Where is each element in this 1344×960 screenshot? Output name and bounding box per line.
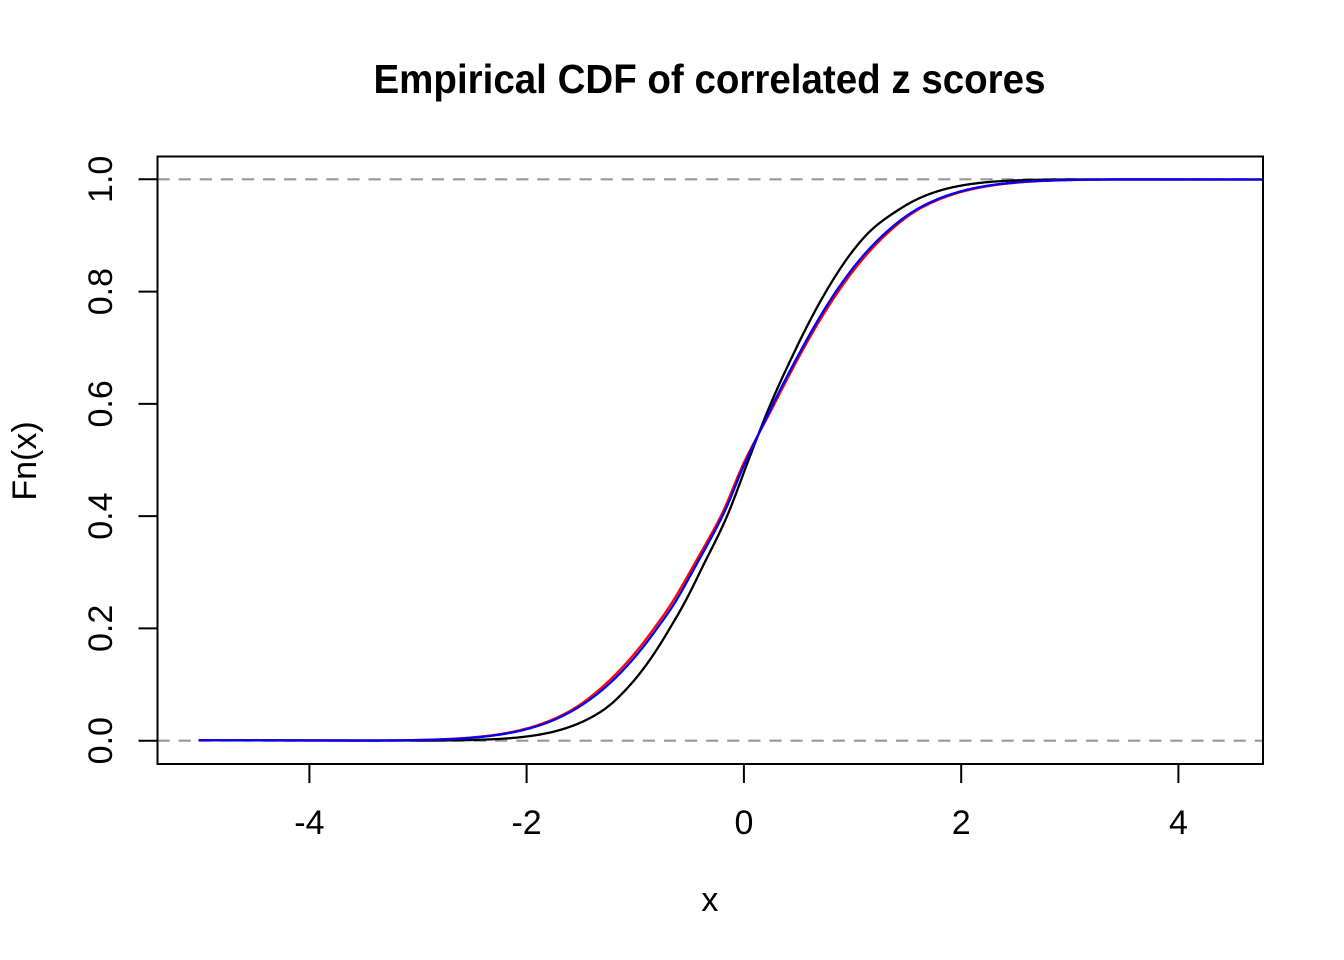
svg-text:0.6: 0.6 — [82, 380, 120, 427]
svg-text:2: 2 — [952, 804, 971, 842]
svg-text:0: 0 — [734, 804, 753, 842]
svg-text:-2: -2 — [511, 804, 541, 842]
svg-text:0.2: 0.2 — [82, 605, 120, 652]
svg-text:4: 4 — [1169, 804, 1188, 842]
svg-text:-4: -4 — [294, 804, 324, 842]
svg-text:0.4: 0.4 — [82, 492, 120, 539]
svg-text:x: x — [701, 881, 718, 919]
svg-text:0.0: 0.0 — [82, 717, 120, 764]
svg-text:Empirical CDF of correlated z: Empirical CDF of correlated z scores — [374, 56, 1046, 102]
svg-text:0.8: 0.8 — [82, 268, 120, 315]
svg-text:1.0: 1.0 — [82, 156, 120, 203]
svg-text:Fn(x): Fn(x) — [6, 421, 44, 500]
